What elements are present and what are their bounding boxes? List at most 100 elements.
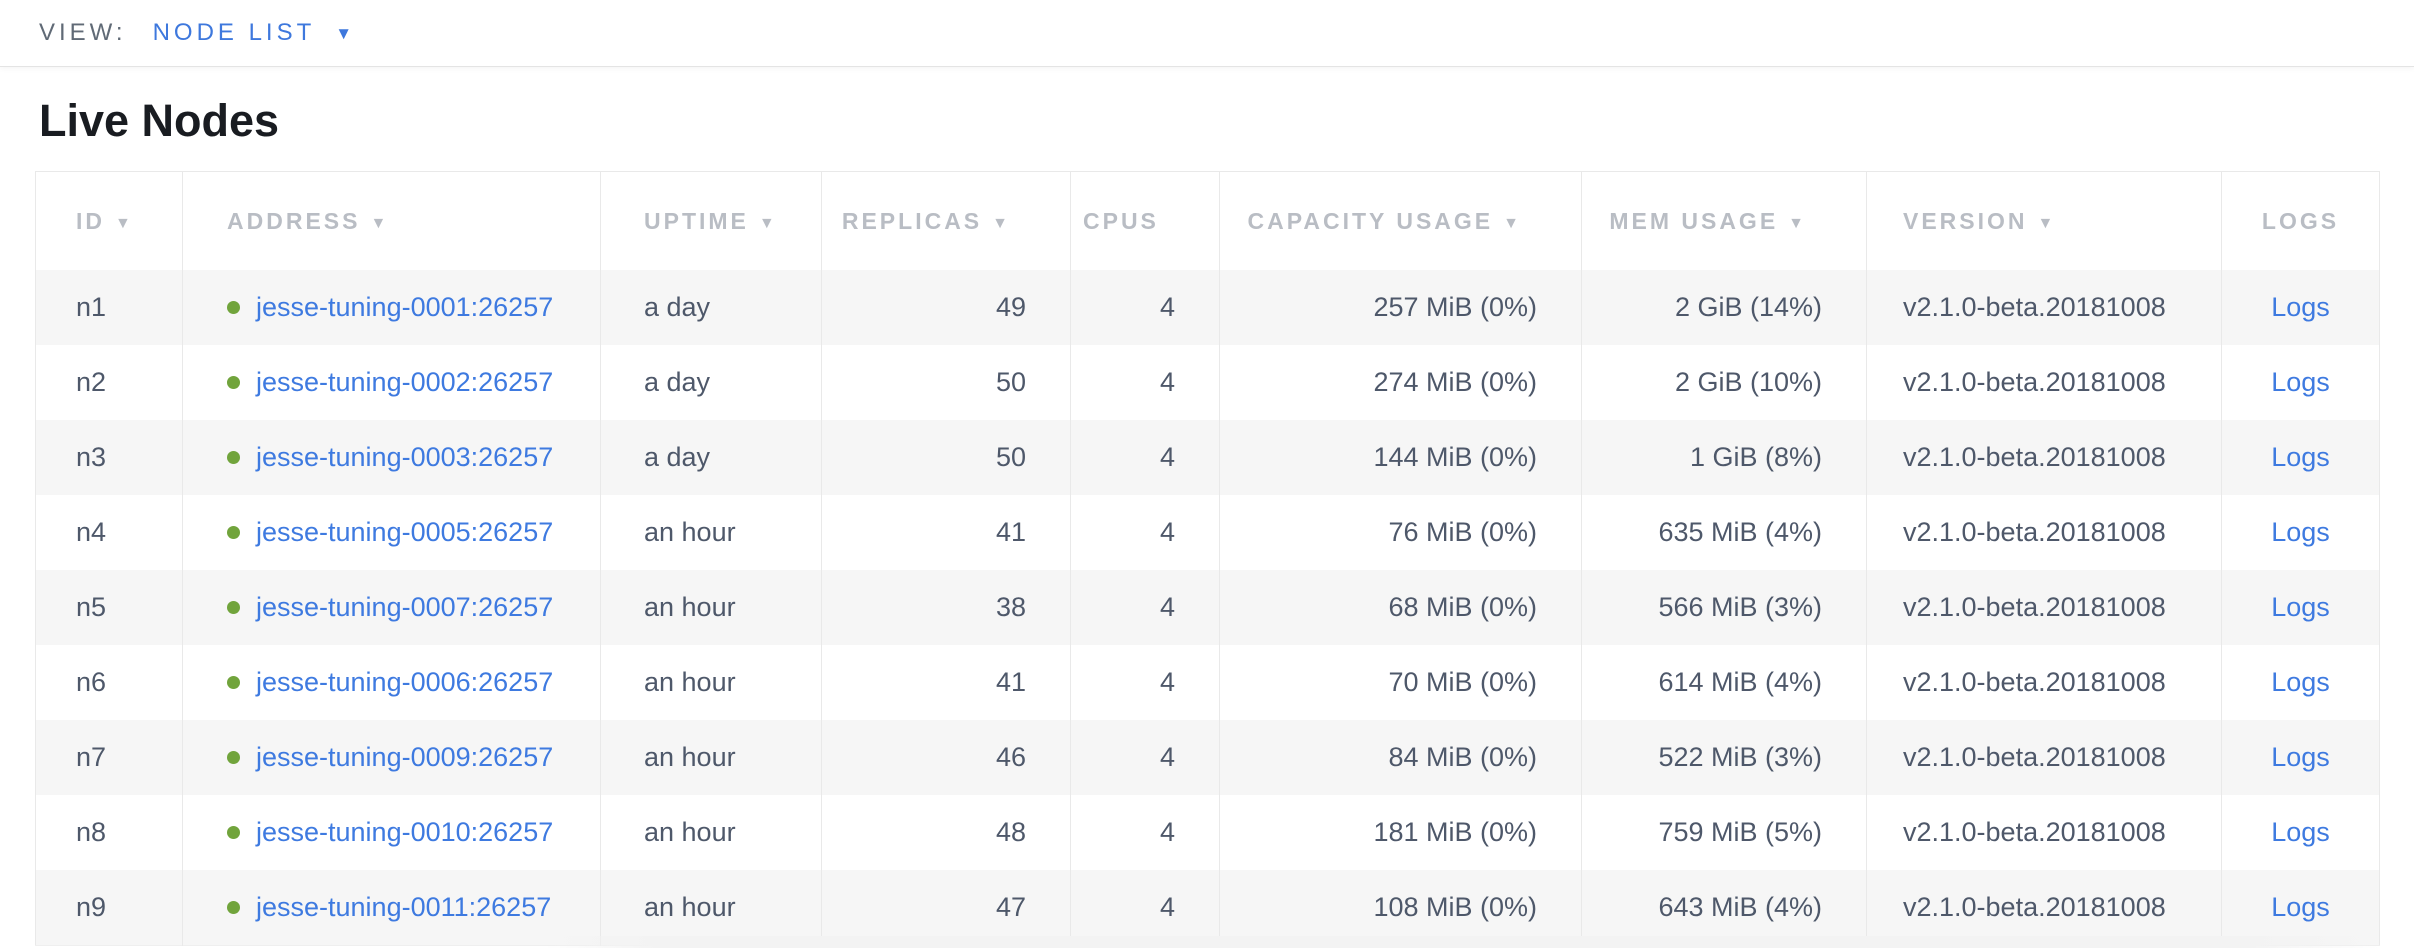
table-row: n2jesse-tuning-0002:26257a day504274 MiB…	[36, 345, 2380, 420]
cell-cpus: 4	[1071, 795, 1220, 870]
live-status-dot-icon	[227, 751, 240, 764]
node-address-link[interactable]: jesse-tuning-0001:26257	[256, 292, 553, 322]
cell-version: v2.1.0-beta.20181008	[1867, 795, 2222, 870]
cell-logs: Logs	[2222, 645, 2380, 720]
cell-uptime: an hour	[601, 645, 822, 720]
live-nodes-screen: VIEW: NODE LIST ▼ Live Nodes ID▼ADDRESS▼…	[0, 0, 2414, 948]
cell-replicas: 41	[822, 495, 1071, 570]
sort-desc-icon: ▼	[2038, 215, 2054, 233]
chevron-down-icon: ▼	[335, 24, 352, 44]
view-bar: VIEW: NODE LIST ▼	[0, 0, 2414, 67]
cell-logs: Logs	[2222, 495, 2380, 570]
cell-replicas: 41	[822, 645, 1071, 720]
cell-version: v2.1.0-beta.20181008	[1867, 270, 2222, 345]
cell-mem_usage: 635 MiB (4%)	[1582, 495, 1867, 570]
column-label: CPUS	[1083, 208, 1159, 234]
logs-link[interactable]: Logs	[2271, 367, 2330, 397]
node-address-link[interactable]: jesse-tuning-0007:26257	[256, 592, 553, 622]
cell-uptime: an hour	[601, 570, 822, 645]
cell-address: jesse-tuning-0009:26257	[183, 720, 601, 795]
view-selector-dropdown[interactable]: NODE LIST ▼	[153, 19, 353, 47]
node-address-link[interactable]: jesse-tuning-0009:26257	[256, 742, 553, 772]
column-label: VERSION	[1903, 208, 2028, 234]
column-header-uptime[interactable]: UPTIME ▼	[601, 172, 822, 271]
cell-uptime: an hour	[601, 720, 822, 795]
node-address-link[interactable]: jesse-tuning-0011:26257	[256, 892, 551, 922]
table-row: n6jesse-tuning-0006:26257an hour41470 Mi…	[36, 645, 2380, 720]
cell-uptime: an hour	[601, 870, 822, 946]
cell-capacity_usage: 274 MiB (0%)	[1220, 345, 1582, 420]
cell-mem_usage: 643 MiB (4%)	[1582, 870, 1867, 946]
logs-link[interactable]: Logs	[2271, 517, 2330, 547]
column-header-logs: LOGS	[2222, 172, 2380, 271]
node-address-link[interactable]: jesse-tuning-0005:26257	[256, 517, 553, 547]
cell-id: n8	[36, 795, 183, 870]
cell-uptime: a day	[601, 270, 822, 345]
cell-mem_usage: 2 GiB (10%)	[1582, 345, 1867, 420]
cell-cpus: 4	[1071, 270, 1220, 345]
node-address-link[interactable]: jesse-tuning-0003:26257	[256, 442, 553, 472]
cell-version: v2.1.0-beta.20181008	[1867, 495, 2222, 570]
column-header-id[interactable]: ID▼	[36, 172, 183, 271]
column-label: ADDRESS	[227, 208, 360, 234]
cell-cpus: 4	[1071, 870, 1220, 946]
logs-link[interactable]: Logs	[2271, 442, 2330, 472]
view-selected-value: NODE LIST	[153, 19, 316, 47]
column-label: UPTIME	[644, 208, 749, 234]
logs-link[interactable]: Logs	[2271, 892, 2330, 922]
cell-address: jesse-tuning-0011:26257	[183, 870, 601, 946]
sort-desc-icon: ▼	[759, 215, 775, 233]
logs-link[interactable]: Logs	[2271, 292, 2330, 322]
cell-cpus: 4	[1071, 345, 1220, 420]
column-header-cpus: CPUS	[1071, 172, 1220, 271]
cell-uptime: an hour	[601, 495, 822, 570]
cell-id: n5	[36, 570, 183, 645]
column-header-capacity_usage[interactable]: CAPACITY USAGE▼	[1220, 172, 1582, 271]
cell-capacity_usage: 68 MiB (0%)	[1220, 570, 1582, 645]
node-address-link[interactable]: jesse-tuning-0010:26257	[256, 817, 553, 847]
cell-version: v2.1.0-beta.20181008	[1867, 570, 2222, 645]
live-status-dot-icon	[227, 676, 240, 689]
cell-id: n3	[36, 420, 183, 495]
next-section-top-edge	[545, 936, 2380, 948]
cell-uptime: a day	[601, 345, 822, 420]
column-header-mem_usage[interactable]: MEM USAGE▼	[1582, 172, 1867, 271]
cell-logs: Logs	[2222, 870, 2380, 946]
cell-logs: Logs	[2222, 420, 2380, 495]
logs-link[interactable]: Logs	[2271, 742, 2330, 772]
node-address-link[interactable]: jesse-tuning-0002:26257	[256, 367, 553, 397]
cell-mem_usage: 614 MiB (4%)	[1582, 645, 1867, 720]
view-label: VIEW:	[39, 19, 127, 47]
cell-mem_usage: 759 MiB (5%)	[1582, 795, 1867, 870]
cell-address: jesse-tuning-0010:26257	[183, 795, 601, 870]
logs-link[interactable]: Logs	[2271, 817, 2330, 847]
logs-link[interactable]: Logs	[2271, 592, 2330, 622]
cell-logs: Logs	[2222, 270, 2380, 345]
live-status-dot-icon	[227, 451, 240, 464]
logs-link[interactable]: Logs	[2271, 667, 2330, 697]
live-status-dot-icon	[227, 376, 240, 389]
column-header-address[interactable]: ADDRESS▼	[183, 172, 601, 271]
table-row: n9jesse-tuning-0011:26257an hour474108 M…	[36, 870, 2380, 946]
live-nodes-table: ID▼ADDRESS▼UPTIME▼REPLICAS▼CPUSCAPACITY …	[35, 171, 2380, 946]
column-header-version[interactable]: VERSION ▼	[1867, 172, 2222, 271]
column-header-replicas[interactable]: REPLICAS▼	[822, 172, 1071, 271]
cell-address: jesse-tuning-0002:26257	[183, 345, 601, 420]
cell-capacity_usage: 84 MiB (0%)	[1220, 720, 1582, 795]
cell-version: v2.1.0-beta.20181008	[1867, 345, 2222, 420]
table-row: n1jesse-tuning-0001:26257a day494257 MiB…	[36, 270, 2380, 345]
cell-capacity_usage: 76 MiB (0%)	[1220, 495, 1582, 570]
cell-address: jesse-tuning-0007:26257	[183, 570, 601, 645]
cell-address: jesse-tuning-0001:26257	[183, 270, 601, 345]
table-row: n5jesse-tuning-0007:26257an hour38468 Mi…	[36, 570, 2380, 645]
table-row: n7jesse-tuning-0009:26257an hour46484 Mi…	[36, 720, 2380, 795]
cell-id: n1	[36, 270, 183, 345]
cell-capacity_usage: 181 MiB (0%)	[1220, 795, 1582, 870]
live-status-dot-icon	[227, 526, 240, 539]
cell-cpus: 4	[1071, 495, 1220, 570]
sort-desc-icon: ▼	[992, 215, 1008, 233]
cell-version: v2.1.0-beta.20181008	[1867, 870, 2222, 946]
node-address-link[interactable]: jesse-tuning-0006:26257	[256, 667, 553, 697]
table-row: n8jesse-tuning-0010:26257an hour484181 M…	[36, 795, 2380, 870]
cell-cpus: 4	[1071, 645, 1220, 720]
